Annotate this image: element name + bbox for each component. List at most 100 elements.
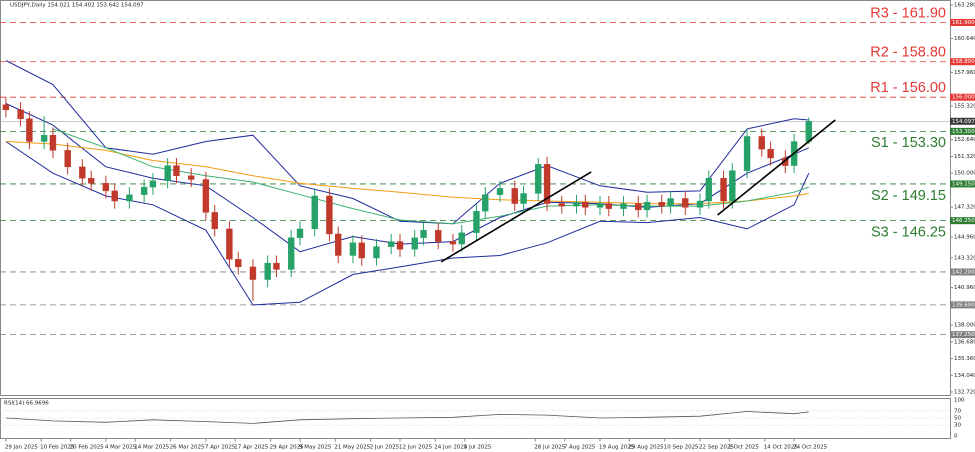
x-tick-label: 26 Mar 2025 [170,445,205,451]
last-price-box [950,117,975,125]
level-axis-label: 149.150 [952,181,975,187]
y-tick-label: 100 [954,398,965,404]
candle-body [758,136,765,150]
level-label: R3 - 161.90 [870,5,946,21]
candle-body [396,241,404,250]
y-tick-label: 136.680 [954,339,975,345]
level-axis-box [950,127,975,135]
level-axis-box [950,93,975,101]
candle-body [411,237,418,250]
candle-body [582,202,589,208]
x-tick-label: 29 Jan 2025 [5,445,38,451]
candle-body [40,134,48,142]
candle-body [273,262,280,270]
rsi-line [5,411,809,424]
y-tick-label: 143.320 [954,255,975,261]
candle-body [535,164,542,194]
candle-body [558,203,565,207]
candle-body [643,202,651,211]
y-tick-label: 144.960 [954,234,975,240]
candle-body [287,237,295,270]
level-label: R1 - 156.00 [870,80,946,96]
y-tick-label: 138.000 [954,323,975,329]
level-axis-label: 146.250 [952,218,975,224]
x-tick-label: 4 Jul 2025 [464,445,492,451]
y-tick-label: 50 [954,416,961,422]
candle-body [49,134,57,151]
level-label: S3 - 146.25 [871,224,946,240]
candle-body [296,228,304,238]
x-tick-label: 29 Apr 2025 [270,445,305,451]
candle-body [111,190,118,202]
candle-body [473,210,480,233]
y-tick-label: 160.640 [954,36,975,42]
candle-body [335,233,342,256]
x-tick-label: 2 Oct 2025 [728,445,759,451]
level-axis-label: 153.300 [952,129,975,135]
level-axis-box [950,301,975,309]
candle-body [682,198,689,208]
level-axis-box [950,331,975,339]
x-tick-label: 7 Aug 2025 [564,445,596,451]
level-axis-label: 161.900 [952,20,975,26]
trendline [717,119,836,216]
y-tick-label: 140.960 [954,285,975,291]
y-tick-label: 157.960 [954,70,975,76]
x-tick-label: 22 Sep 2025 [699,445,734,451]
rsi-title: RSI(14) 66.9696 [4,401,49,407]
x-tick-label: 21 May 2025 [334,445,370,451]
candle-body [520,193,527,204]
candle-body [620,203,627,209]
y-tick-label: 134.040 [954,373,975,379]
level-label: R2 - 158.80 [870,45,946,61]
level-axis-box [950,18,975,26]
y-tick-label: 152.640 [954,137,975,143]
candle-body [743,136,751,171]
candle-body [482,194,489,212]
y-tick-label: 30 [954,423,961,429]
x-tick-label: 12 Jun 2025 [399,445,433,451]
candle-body [326,195,333,235]
x-tick-label: 7 Apr 2025 [205,445,236,451]
candle-body [173,165,180,176]
y-tick-label: 147.320 [954,205,975,211]
candle-body [126,194,133,202]
candle-body [496,188,504,195]
candle-body [543,164,551,204]
candle-body [720,178,727,202]
candle-body [311,195,318,230]
level-axis-box [950,58,975,66]
y-tick-label: 0 [954,434,958,440]
x-tick-label: 17 Apr 2025 [234,445,269,451]
candle-body [235,259,242,268]
level-axis-box [950,180,975,188]
candle-body [64,150,71,168]
candle-body [573,202,580,207]
y-tick-label: 70 [954,408,961,414]
candle-body [596,203,604,208]
candle-body [102,183,110,192]
x-tick-label: 20 Feb 2025 [70,445,105,451]
candle-body [187,175,195,180]
candle-body [705,178,713,202]
level-axis-box [950,268,975,276]
candle-body [140,186,148,195]
level-axis-label: 156.000 [952,95,975,101]
chart-title: USDJPY,Daily 154.021 154.402 153.642 154… [10,3,144,9]
candle-body [435,229,442,242]
indicator-line [52,128,809,225]
candle-body [729,170,736,202]
candle-body [767,148,774,159]
candle-body [511,188,518,204]
x-tick-label: 9 May 2025 [299,445,332,451]
level-label: S1 - 153.30 [871,135,946,151]
candle-body [458,232,465,245]
candle-body [202,179,210,213]
x-tick-label: 28 Jul 2025 [534,445,566,451]
x-tick-label: 24 Oct 2025 [793,445,828,451]
level-label: S2 - 149.15 [871,188,946,204]
y-tick-label: 155.320 [954,103,975,109]
candle-body [373,246,380,259]
x-tick-label: 14 Oct 2025 [764,445,799,451]
